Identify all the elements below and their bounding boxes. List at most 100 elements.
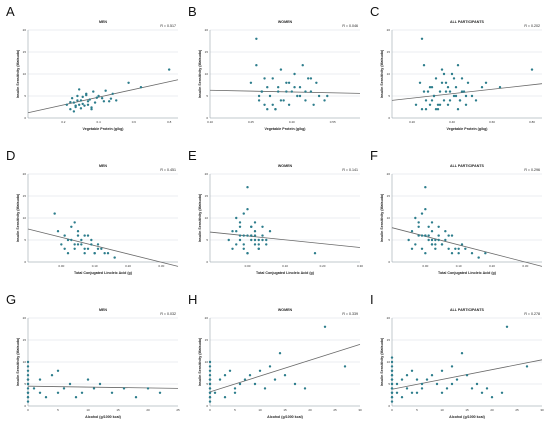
data-point bbox=[437, 225, 440, 228]
x-tick-label: 0.40 bbox=[289, 120, 295, 124]
data-point bbox=[100, 247, 103, 250]
x-axis-label: Alcohol (g/1000 kcal) bbox=[267, 415, 304, 419]
y-tick-label: 5 bbox=[206, 238, 208, 242]
data-point bbox=[444, 238, 447, 242]
data-point bbox=[422, 90, 426, 93]
data-point bbox=[454, 86, 458, 89]
y-tick-label: 5 bbox=[388, 382, 390, 386]
data-point bbox=[56, 230, 60, 233]
data-point bbox=[79, 99, 83, 102]
data-point bbox=[452, 77, 456, 80]
x-tick-label: 0 bbox=[27, 408, 29, 412]
data-point bbox=[462, 90, 466, 93]
data-point bbox=[427, 238, 430, 242]
data-point bbox=[484, 252, 487, 255]
data-point bbox=[107, 100, 111, 103]
data-point bbox=[238, 238, 242, 242]
data-point bbox=[83, 247, 86, 250]
data-point bbox=[146, 387, 150, 390]
correlation-label: R = 0.339 bbox=[342, 312, 358, 316]
data-point bbox=[70, 225, 73, 228]
y-tick-label: 10 bbox=[23, 72, 27, 76]
data-point bbox=[448, 99, 452, 102]
chart-panel-h: H WOMEN R = 0.339 0 5 10 15 20 0 5 10 15 20 25 30 Alcoh… bbox=[188, 292, 362, 419]
data-point bbox=[287, 103, 291, 107]
data-point bbox=[26, 382, 30, 386]
data-point bbox=[70, 97, 74, 100]
x-tick-label: 0.20 bbox=[489, 264, 495, 268]
data-point bbox=[246, 234, 249, 237]
y-tick-label: 5 bbox=[388, 94, 390, 98]
data-point bbox=[323, 99, 326, 102]
data-point bbox=[208, 400, 212, 403]
data-point bbox=[86, 234, 90, 237]
data-point bbox=[235, 230, 238, 233]
data-point bbox=[242, 247, 245, 250]
data-point bbox=[26, 387, 30, 390]
data-point bbox=[80, 238, 83, 242]
y-tick-label: 10 bbox=[205, 72, 209, 76]
data-point bbox=[26, 374, 30, 377]
y-tick-label: 0 bbox=[206, 404, 208, 408]
data-point bbox=[53, 212, 56, 215]
data-point bbox=[282, 99, 285, 102]
data-point bbox=[430, 230, 434, 233]
data-point bbox=[238, 382, 242, 386]
panel-letter: D bbox=[6, 148, 15, 163]
data-point bbox=[456, 108, 460, 111]
chart-panel-c: C ALL PARTICIPANTS R = 0.202 0 5 10 15 20 0.20 0.… bbox=[370, 4, 543, 131]
data-point bbox=[420, 387, 424, 390]
data-point bbox=[390, 396, 394, 399]
data-point bbox=[430, 99, 434, 102]
data-point bbox=[505, 325, 509, 328]
data-point bbox=[278, 352, 282, 355]
data-point bbox=[485, 387, 489, 390]
x-axis-label: Vegetable Protein (g/kg) bbox=[447, 127, 489, 131]
y-tick-label: 10 bbox=[205, 216, 209, 220]
data-point bbox=[265, 238, 268, 242]
data-point bbox=[306, 77, 310, 80]
data-point bbox=[440, 369, 444, 372]
data-point bbox=[287, 81, 291, 85]
data-point bbox=[90, 238, 93, 242]
data-point bbox=[218, 378, 222, 381]
y-tick-label: 10 bbox=[387, 72, 391, 76]
data-point bbox=[420, 37, 424, 40]
data-point bbox=[26, 400, 30, 403]
data-point bbox=[86, 247, 90, 250]
data-point bbox=[436, 103, 440, 107]
y-tick-label: 20 bbox=[387, 28, 391, 32]
y-tick-label: 0 bbox=[388, 116, 390, 120]
data-point bbox=[257, 238, 260, 242]
data-point bbox=[83, 104, 86, 107]
data-point bbox=[464, 103, 468, 107]
data-point bbox=[424, 234, 427, 237]
data-point bbox=[420, 108, 424, 111]
data-point bbox=[424, 108, 428, 111]
x-tick-label: 20 bbox=[146, 408, 150, 412]
data-point bbox=[424, 208, 427, 211]
data-point bbox=[417, 225, 420, 228]
data-point bbox=[312, 103, 315, 107]
data-point bbox=[38, 378, 42, 381]
data-point bbox=[26, 360, 30, 364]
data-point bbox=[139, 86, 143, 89]
x-tick-label: 10 bbox=[86, 408, 90, 412]
data-point bbox=[69, 108, 72, 111]
x-tick-label: 5 bbox=[234, 408, 236, 412]
data-point bbox=[405, 374, 409, 377]
panel-letter: F bbox=[370, 148, 378, 163]
panel-title: MEN bbox=[99, 308, 107, 312]
data-point bbox=[246, 252, 249, 255]
data-point bbox=[460, 90, 464, 93]
data-point bbox=[430, 243, 434, 246]
data-point bbox=[430, 374, 434, 377]
data-point bbox=[440, 81, 444, 85]
data-point bbox=[293, 382, 297, 386]
x-tick-label: 30 bbox=[540, 408, 544, 412]
x-tick-label: 0.30 bbox=[158, 264, 164, 268]
y-tick-label: 0 bbox=[206, 260, 208, 264]
data-point bbox=[298, 86, 302, 89]
data-point bbox=[90, 243, 93, 246]
data-point bbox=[410, 230, 414, 233]
